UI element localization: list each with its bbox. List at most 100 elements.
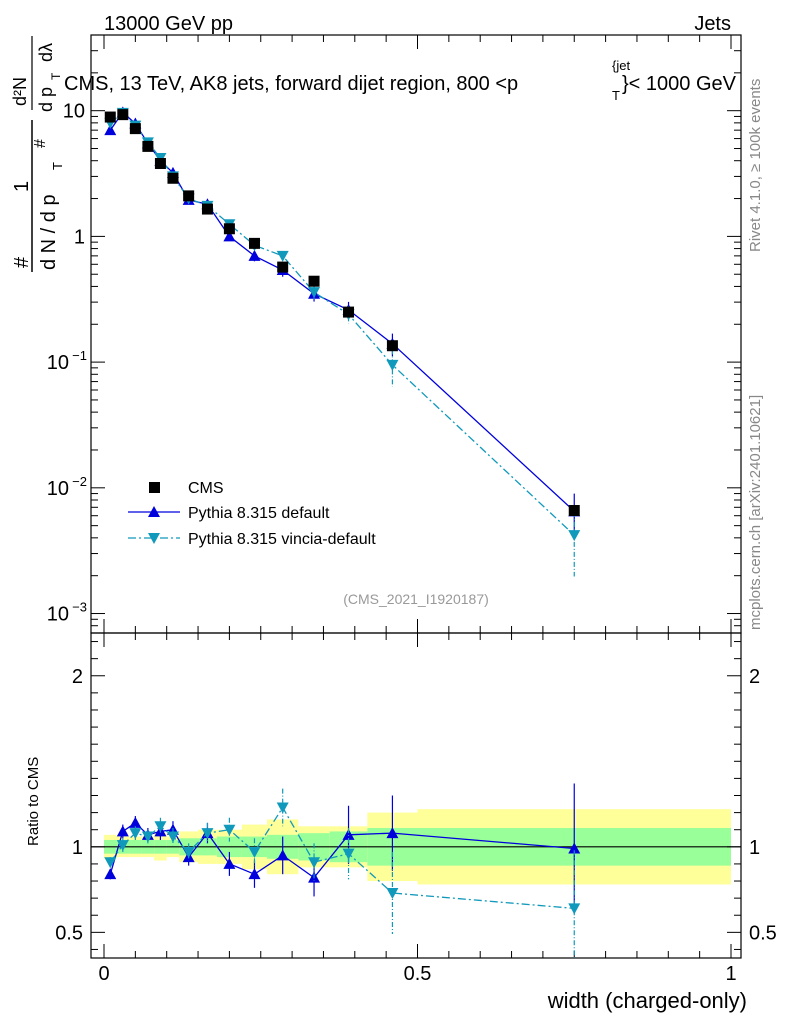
cms-point-8 — [223, 223, 235, 235]
title-sub: T — [612, 88, 620, 103]
ratio-y-tick-label-1: 1 — [72, 837, 83, 859]
ratio-y-tick-label-right-2: 2 — [749, 666, 760, 688]
ratio-y-tick-label-2: 2 — [72, 666, 83, 688]
series-1-ratio-point-14 — [568, 903, 581, 915]
series-0-ratio-point-12 — [342, 828, 355, 840]
watermark: (CMS_2021_I1920187) — [343, 591, 489, 607]
series-1-ratio-point-2 — [129, 828, 142, 840]
series-1-ratio-point-11 — [308, 857, 321, 869]
cms-point-2 — [129, 123, 141, 135]
series-1-ratio-point-10 — [276, 802, 289, 814]
legend-label-vincia: Pythia 8.315 vincia-default — [188, 531, 376, 548]
series-0-ratio-point-10 — [276, 849, 289, 861]
series-1-ratio-point-8 — [223, 824, 236, 836]
series-0-main-point-8 — [223, 230, 236, 242]
series-0-ratio-point-2 — [129, 816, 142, 828]
cms-point-1 — [117, 109, 129, 121]
data-marks — [104, 106, 581, 958]
y-tick-label-0: 10 — [47, 604, 69, 626]
title-main: CMS, 13 TeV, AK8 jets, forward dijet reg… — [64, 73, 518, 95]
y-axis-title: # 1 d N / d p T # d²N d p T dλ — [10, 36, 65, 272]
series-0-ratio-point-14 — [568, 842, 581, 854]
y-tick-label-3: 1 — [74, 226, 85, 248]
cms-point-10 — [277, 261, 289, 273]
rivet-label: Rivet 4.1.0, ≥ 100k events — [747, 79, 764, 252]
series-1-ratio-point-13 — [386, 888, 399, 899]
legend: CMS Pythia 8.315 default Pythia 8.315 vi… — [128, 480, 376, 548]
title-sup: {jet — [612, 58, 630, 73]
cms-point-0 — [104, 111, 116, 123]
ratio-y-axis-title: Ratio to CMS — [25, 757, 42, 846]
title-end: }< 1000 GeV — [622, 73, 737, 95]
y-tick-exp-1: −2 — [72, 474, 87, 489]
series-1-ratio-point-6 — [182, 846, 195, 858]
cms-point-6 — [183, 190, 195, 202]
series-1-ratio-point-7 — [201, 828, 214, 840]
y-tick-label-4: 10 — [63, 101, 85, 123]
series-0-ratio-point-8 — [223, 857, 236, 869]
x-tick-label-1: 0.5 — [404, 963, 432, 985]
series-1-main-point-10 — [276, 250, 289, 262]
ratio-panel-frame: 0 0.5 1 0.5 0.5 1 1 2 2 — [55, 632, 777, 985]
ratio-y-tick-label-right-1: 1 — [749, 837, 760, 859]
mcplots-label: mcplots.cern.ch [arXiv:2401.10621] — [747, 395, 764, 630]
ratio-axes-box — [90, 632, 742, 959]
y-tick-exp-2: −1 — [72, 348, 87, 363]
series-1-main-point-11 — [308, 287, 321, 299]
cms-point-12 — [343, 306, 355, 318]
cms-point-14 — [568, 505, 580, 517]
series-line-main-1 — [109, 112, 575, 536]
series-0-ratio-point-9 — [248, 868, 261, 880]
series-1-ratio-point-1 — [116, 840, 129, 852]
series-1-ratio-point-0 — [104, 857, 117, 869]
series-1-ratio-point-3 — [141, 831, 154, 843]
ylabel-den: d N / d p — [38, 194, 60, 270]
ylabel-dpt-sub: T — [49, 72, 63, 80]
x-tick-label-2: 1 — [725, 963, 736, 985]
x-axis-title: width (charged-only) — [547, 988, 747, 1013]
header-right: Jets — [694, 13, 731, 35]
cms-point-9 — [248, 237, 260, 249]
ylabel-den-sub: T — [50, 162, 65, 170]
ylabel-hash2: # — [32, 139, 49, 148]
legend-marker-cms — [149, 482, 160, 493]
ylabel-dpt: d p — [36, 87, 56, 112]
cms-point-5 — [167, 172, 179, 184]
y-tick-label-2: 10 — [47, 352, 69, 374]
main-panel-frame: 10−310−210−1110102 — [47, 34, 742, 634]
series-0-ratio-point-13 — [386, 827, 399, 839]
ratio-y-tick-label-right-0: 0.5 — [749, 922, 777, 944]
legend-marker-default — [148, 506, 160, 517]
legend-label-cms: CMS — [188, 480, 224, 497]
cms-point-7 — [201, 203, 213, 215]
series-1-main-point-14 — [568, 530, 581, 542]
header-left: 13000 GeV pp — [104, 13, 233, 35]
ylabel-one: 1 — [11, 181, 33, 192]
ylabel-d2n: d²N — [10, 77, 30, 106]
series-1-ratio-point-9 — [248, 846, 261, 858]
series-0-main-point-9 — [248, 249, 261, 261]
series-1-ratio-point-12 — [342, 848, 355, 860]
series-line-main-0 — [109, 111, 575, 512]
y-tick-label-1: 10 — [47, 478, 69, 500]
series-0-ratio-point-1 — [116, 825, 129, 837]
series-1-main-point-13 — [386, 359, 399, 371]
cms-point-3 — [142, 140, 154, 152]
ylabel-dlambda: dλ — [36, 43, 56, 62]
mcplots-text: mcplots.cern.ch [arXiv:2401.10621] — [747, 395, 764, 630]
cms-point-13 — [386, 340, 398, 352]
cms-point-11 — [308, 275, 320, 287]
cms-point-4 — [154, 158, 166, 170]
ratio-ylabel: Ratio to CMS — [25, 757, 42, 846]
legend-label-default: Pythia 8.315 default — [188, 505, 330, 522]
x-tick-label-0: 0 — [98, 963, 109, 985]
y-tick-exp-0: −3 — [72, 600, 87, 615]
series-1-ratio-point-4 — [154, 821, 167, 833]
series-0-ratio-point-0 — [104, 868, 117, 880]
ylabel-hash1: # — [11, 256, 33, 268]
series-1-ratio-point-5 — [166, 831, 179, 843]
ratio-y-tick-label-0: 0.5 — [55, 922, 83, 944]
series-0-main-point-0 — [104, 124, 117, 136]
legend-marker-vincia — [148, 533, 160, 544]
